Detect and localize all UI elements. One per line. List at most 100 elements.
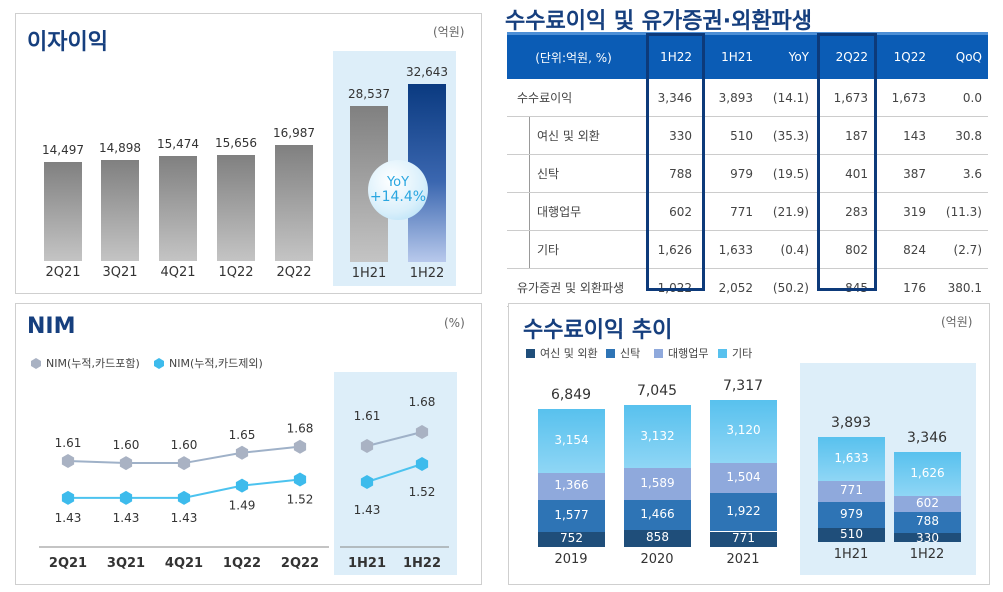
legend-label: NIM(누적,카드포함) [46,357,140,370]
total-label: 7,317 [722,377,764,394]
data-point [415,425,429,439]
x-tick-label: 2Q22 [281,556,319,571]
legend-item: 대행업무 [654,345,708,361]
bar-segment: 1,922 [710,492,777,532]
data-point [235,445,249,460]
legend-item: 기타 [718,345,752,361]
segment-label: 858 [646,530,669,545]
table-header-row: (단위:억원, %) 1H22 1H21 YoY 2Q22 1Q22 QoQ [507,32,988,79]
segment-label: 752 [560,531,583,546]
bar-segment: 1,577 [538,500,605,532]
value-label: 1.43 [171,511,198,525]
segment-label: 1,577 [554,508,589,523]
segment-label: 1,504 [726,469,761,484]
segment-label: 1,366 [554,478,589,493]
segment-label: 771 [732,531,755,546]
value-label: 1.43 [113,511,140,525]
nim-unit: (%) [444,316,465,330]
legend-nim-excl-card: NIM(누적,카드제외) [154,355,263,371]
table-cell: (35.3) [759,116,815,155]
table-cell: 319 [874,192,932,231]
data-point [360,439,374,453]
value-label: 28,537 [348,87,390,102]
legend-label: 여신 및 외환 [540,347,598,360]
bar-segment: 1,504 [710,462,777,493]
table-cell: 1,673 [815,79,874,117]
highlight-2q22-column [817,33,877,291]
total-label: 6,849 [550,387,592,404]
segment-label: 3,120 [726,423,761,438]
column-header: 2Q22 [815,32,874,79]
table-cell: 1,626 [640,230,698,269]
data-point [293,472,307,487]
hexagon-marker-icon [31,357,41,369]
bar-segment: 3,154 [538,409,605,473]
segment-label: 1,922 [726,504,761,519]
bar-segment: 1,366 [538,472,605,501]
table-cell: 387 [874,154,932,193]
data-point [235,478,249,493]
value-label: 16,987 [273,126,315,141]
yoy-label: YoY [386,175,410,190]
legend-label: 신탁 [620,347,641,360]
table-cell: 510 [698,116,759,155]
bar-segment: 510 [818,527,885,542]
interest-income-unit: (억원) [433,25,465,39]
column-header: (단위:억원, %) [507,32,640,79]
bar-4Q21 [159,155,197,261]
x-tick-label: 1H21 [348,556,386,571]
segment-label: 330 [916,531,939,546]
x-tick-label: 1H22 [909,547,945,562]
x-tick-label: 2020 [640,552,674,567]
x-tick-label: 1H21 [351,266,387,281]
yoy-badge: YoY +14.4% [368,160,428,220]
x-tick-label: 4Q21 [160,265,196,280]
legend-label: 대행업무 [668,347,709,360]
column-header: 1H22 [640,32,698,79]
bar-segment: 771 [818,480,885,502]
bar-segment: 3,132 [624,405,691,469]
value-label: 15,474 [157,136,199,151]
value-label: 1.61 [354,409,381,423]
segment-label: 3,154 [554,433,589,448]
table-cell: 802 [815,230,874,269]
nim-title: NIM [27,314,76,339]
legend-swatch [526,348,535,358]
table-cell: (11.3) [932,192,988,231]
data-point [119,490,133,505]
segment-label: 510 [840,527,863,542]
bar-segment: 1,589 [624,468,691,501]
table-row: 신탁 788 979 (19.5) 401 387 3.6 [507,154,988,193]
yoy-value: +14.4% [369,189,427,205]
bar-2Q21 [44,162,82,261]
nim-chart: 1.61 1.60 1.60 1.65 1.68 1.61 1.68 1.43 1.43 1.43… [39,395,449,571]
series-line [366,431,423,447]
segment-label: 1,626 [910,465,945,480]
interest-income-title: 이자이익 [27,30,108,55]
table-cell: 330 [640,116,698,155]
table-row: 수수료이익 3,346 3,893 (14.1) 1,673 1,673 0.0 [507,79,988,117]
bar-segment: 771 [710,531,777,547]
data-point [360,475,374,489]
row-label: 대행업무 [507,192,640,231]
row-label: 수수료이익 [507,79,640,117]
x-tick-label: 2Q21 [45,265,81,280]
bar-2Q22 [275,145,313,261]
value-label: 1.52 [409,485,436,499]
column-header: YoY [759,32,815,79]
x-tick-label: 2019 [554,552,588,567]
table-row: 유가증권 및 외환파생 1,022 2,052 (50.2) 845 176 380.1 [507,268,988,307]
legend-label: NIM(누적,카드제외) [169,357,263,370]
series-line [366,463,423,483]
highlight-1h22-column [646,33,705,291]
row-label: 기타 [507,230,640,269]
segment-label: 771 [840,483,863,498]
row-label: 신탁 [507,154,640,193]
table-cell: (2.7) [932,230,988,269]
table-row: 대행업무 602 771 (21.9) 283 319 (11.3) [507,192,988,231]
fee-table-title: 수수료이익 및 유가증권·외환파생 [505,9,813,34]
value-label: 1.43 [354,503,381,517]
bar-3Q21 [101,159,139,261]
column-header: QoQ [932,32,988,79]
